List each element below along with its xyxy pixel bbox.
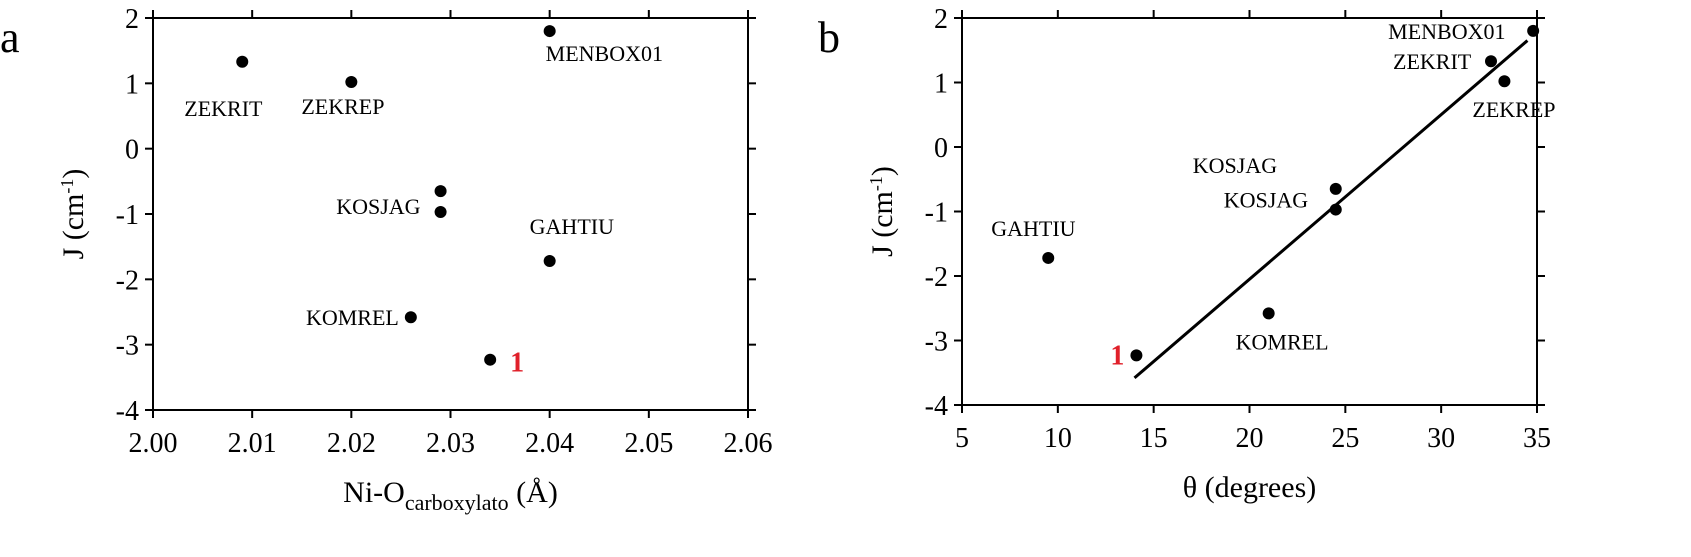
y-tick-label: 1 [934, 69, 948, 100]
x-axis-title: θ (degrees) [1183, 471, 1316, 504]
data-point [404, 311, 417, 324]
y-axis-title-sup: -1 [866, 176, 886, 191]
point-label: GAHTIU [530, 214, 614, 239]
point-label: KOMREL [1236, 329, 1329, 354]
highlight-point-label: 1 [1110, 340, 1124, 371]
point-label: KOMREL [306, 305, 399, 330]
x-tick-label: 15 [1140, 423, 1168, 454]
x-tick-label: 2.05 [624, 428, 673, 459]
x-axis-title-unit: (Å) [509, 476, 558, 509]
y-tick-label: -1 [116, 200, 139, 231]
data-point [1329, 203, 1342, 216]
data-point [1527, 24, 1540, 37]
x-tick-label: 35 [1523, 423, 1551, 454]
x-axis-title-main: θ (degrees) [1183, 471, 1316, 504]
y-tick-label: 2 [125, 4, 139, 35]
x-axis-title-main: Ni-O [343, 476, 405, 509]
y-axis-title-sup: -1 [57, 179, 77, 194]
point-label: MENBOX01 [546, 41, 663, 66]
y-tick-label: -2 [116, 265, 139, 296]
x-tick-label: 10 [1044, 423, 1072, 454]
y-tick-label: -3 [925, 327, 948, 358]
y-tick-label: -1 [925, 198, 948, 229]
point-label: ZEKRIT [184, 96, 263, 121]
y-axis-title-close: ) [866, 166, 899, 176]
point-label: KOSJAG [1224, 188, 1308, 213]
data-point [1329, 182, 1342, 195]
data-point [1498, 75, 1511, 88]
x-tick-label: 2.06 [724, 428, 773, 459]
highlight-point-label: 1 [510, 348, 524, 379]
y-tick-label: -2 [925, 262, 948, 293]
y-axis-title: J (cm-1) [866, 166, 899, 257]
y-axis-title-main: J (cm [866, 191, 899, 257]
data-point [1485, 55, 1497, 68]
data-point [1262, 307, 1275, 320]
x-tick-label: 5 [955, 423, 969, 454]
panel-a: a 2.00 2.01 2.02 2.03 2.04 2.05 2.06 -4 -3 -2 -1 0 1 2… [0, 4, 773, 515]
x-tick-label: 2.02 [327, 428, 376, 459]
point-label: ZEKRIT [1393, 49, 1472, 74]
data-point [236, 55, 249, 68]
y-tick-label: -4 [116, 396, 139, 427]
x-tick-label: 2.03 [426, 428, 475, 459]
x-tick-label: 30 [1427, 423, 1455, 454]
x-tick-label: 20 [1236, 423, 1264, 454]
point-label: KOSJAG [336, 194, 420, 219]
x-axis-title-sub: carboxylato [405, 490, 509, 515]
y-axis-title-main: J (cm [57, 194, 90, 260]
y-tick-label: 0 [934, 133, 948, 164]
y-tick-label: -4 [925, 391, 948, 422]
data-point [434, 206, 447, 219]
x-tick-label: 25 [1331, 423, 1359, 454]
data-point [345, 76, 358, 89]
panel-letter: a [0, 13, 20, 62]
x-tick-label: 2.01 [228, 428, 277, 459]
y-tick-label: 0 [125, 135, 139, 166]
data-point [1130, 349, 1143, 362]
y-tick-label: 2 [934, 4, 948, 35]
y-tick-label: 1 [125, 69, 139, 100]
plot-frame [152, 17, 749, 411]
panel-letter: b [818, 13, 840, 62]
data-point [543, 255, 556, 268]
y-tick-label: -3 [116, 331, 139, 362]
data-point [543, 25, 556, 38]
point-label: ZEKREP [1472, 97, 1555, 122]
y-axis-title-close: ) [57, 169, 90, 179]
y-axis-title: J (cm-1) [57, 169, 90, 260]
point-label: MENBOX01 [1388, 19, 1505, 44]
x-axis-title: Ni-Ocarboxylato (Å) [343, 476, 558, 515]
point-label: GAHTIU [991, 216, 1075, 241]
point-label: ZEKREP [301, 94, 384, 119]
x-tick-label: 2.00 [129, 428, 178, 459]
data-point [1042, 251, 1055, 264]
x-tick-label: 2.04 [525, 428, 574, 459]
data-point [484, 353, 497, 366]
data-point [434, 185, 447, 198]
point-label: KOSJAG [1193, 153, 1277, 178]
panel-b: b 5 10 15 20 25 30 35 -4 -3 -2 -1 0 1 2 θ (degrees) J (c… [818, 4, 1556, 504]
